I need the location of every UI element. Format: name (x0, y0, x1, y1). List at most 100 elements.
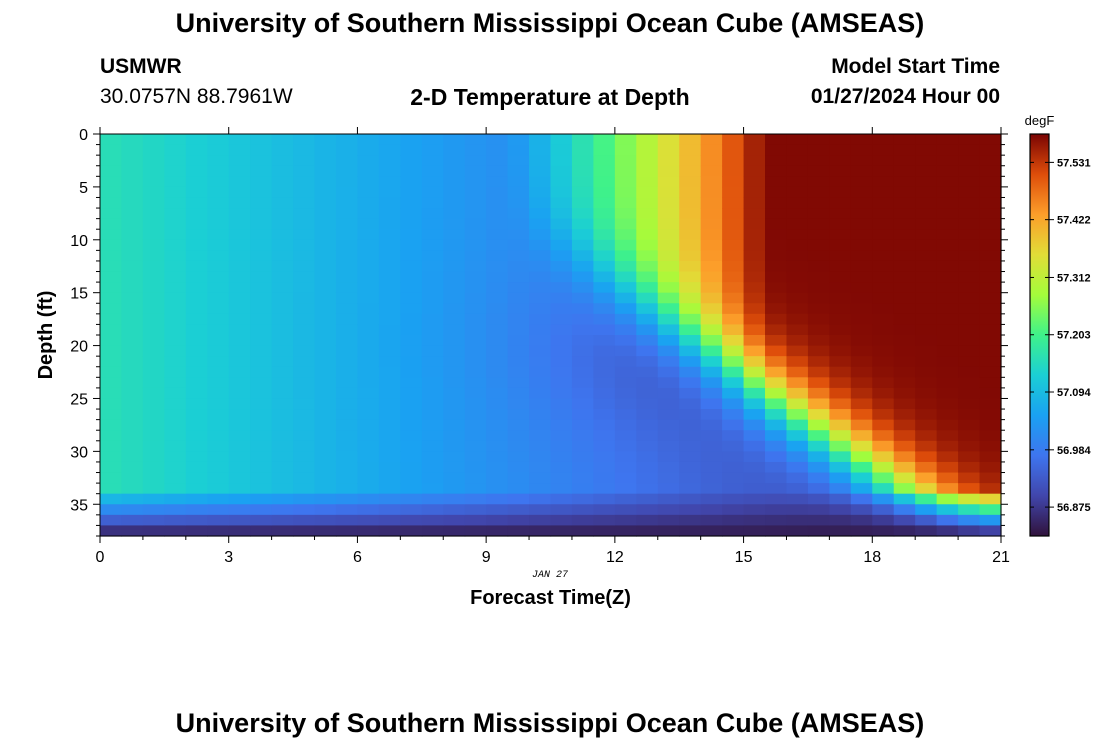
heatmap-cell (121, 345, 144, 357)
heatmap-cell (979, 461, 1002, 474)
heatmap-cell (507, 525, 530, 537)
heatmap-cell (872, 218, 895, 230)
heatmap-cell (765, 134, 788, 146)
heatmap-cell (743, 313, 766, 326)
heatmap-cell (743, 324, 766, 336)
heatmap-cell (507, 430, 530, 442)
heatmap-cell (335, 134, 359, 146)
heatmap-cell (357, 525, 380, 537)
heatmap-cell (893, 461, 916, 474)
heatmap-cell (464, 335, 487, 347)
heatmap-cell (421, 303, 444, 315)
heatmap-cell (185, 229, 208, 241)
heatmap-cell (185, 292, 208, 304)
heatmap-cell (293, 472, 316, 484)
heatmap-cell (335, 440, 359, 452)
heatmap-cell (507, 250, 530, 262)
heatmap-cell (464, 176, 487, 188)
heatmap-cell (807, 366, 830, 378)
heatmap-cell (314, 186, 337, 199)
heatmap-cell (314, 324, 337, 336)
heatmap-cell (185, 218, 208, 230)
heatmap-cell (400, 472, 423, 484)
heatmap-cell (507, 377, 530, 389)
heatmap-cell (807, 514, 830, 527)
heatmap-cell (207, 461, 230, 474)
heatmap-cell (507, 176, 530, 188)
heatmap-cell (142, 292, 165, 304)
heatmap-cell (679, 208, 702, 220)
heatmap-cell (700, 303, 723, 315)
heatmap-cell (529, 144, 552, 156)
heatmap-cell (529, 218, 552, 230)
heatmap-cell (593, 472, 616, 484)
heatmap-cell (936, 493, 959, 505)
heatmap-cell (314, 218, 337, 230)
heatmap-cell (250, 398, 273, 410)
heatmap-cell (829, 282, 852, 294)
heatmap-cell (915, 440, 938, 452)
heatmap-cell (765, 430, 788, 442)
heatmap-cell (142, 282, 165, 294)
heatmap-cell (486, 144, 509, 156)
heatmap-cell (185, 208, 208, 220)
heatmap-cell (850, 366, 873, 378)
heatmap-cell (636, 324, 659, 336)
heatmap-cell (786, 345, 809, 357)
heatmap-cell (421, 292, 444, 304)
heatmap-cell (142, 377, 165, 389)
heatmap-cell (786, 483, 809, 495)
heatmap-cell (593, 292, 616, 304)
heatmap-cell (378, 271, 401, 283)
heatmap-cell (314, 387, 337, 400)
heatmap-cell (979, 493, 1002, 505)
heatmap-cell (700, 155, 723, 167)
heatmap-cell (142, 303, 165, 315)
heatmap-cell (743, 250, 766, 262)
heatmap-cell (872, 250, 895, 262)
heatmap-cell (571, 155, 594, 167)
heatmap-cell (850, 504, 873, 516)
heatmap-cell (164, 144, 187, 156)
heatmap-cell (550, 387, 573, 400)
heatmap-cell (228, 493, 251, 505)
heatmap-cell (142, 324, 165, 336)
heatmap-cell (185, 398, 208, 410)
heatmap-cell (443, 165, 466, 177)
heatmap-cell (657, 398, 680, 410)
heatmap-cell (185, 461, 208, 474)
heatmap-cell (936, 292, 959, 304)
heatmap-cell (593, 430, 616, 442)
heatmap-cell (958, 218, 981, 230)
heatmap-cell (314, 229, 337, 241)
heatmap-cell (722, 303, 745, 315)
heatmap-cell (314, 366, 337, 378)
heatmap-cell (443, 176, 466, 188)
heatmap-cell (636, 483, 659, 495)
heatmap-cell (679, 176, 702, 188)
heatmap-cell (250, 208, 273, 220)
heatmap-cell (142, 335, 165, 347)
heatmap-cell (593, 345, 616, 357)
heatmap-cell (958, 345, 981, 357)
heatmap-cell (593, 398, 616, 410)
heatmap-cell (486, 387, 509, 400)
heatmap-cell (314, 176, 337, 188)
heatmap-cell (872, 186, 895, 199)
heatmap-cell (357, 504, 380, 516)
heatmap-cell (443, 504, 466, 516)
heatmap-cell (293, 208, 316, 220)
heatmap-cell (979, 419, 1002, 431)
heatmap-cell (464, 525, 487, 537)
heatmap-cell (121, 398, 144, 410)
heatmap-cell (100, 218, 123, 230)
heatmap-cell (357, 303, 380, 315)
heatmap-cell (679, 239, 702, 251)
heatmap-cell (936, 461, 959, 474)
heatmap-cell (271, 356, 294, 368)
heatmap-cell (765, 409, 788, 421)
heatmap-cell (507, 451, 530, 463)
heatmap-cell (807, 165, 830, 177)
heatmap-cell (850, 186, 873, 199)
heatmap-cell (400, 409, 423, 421)
